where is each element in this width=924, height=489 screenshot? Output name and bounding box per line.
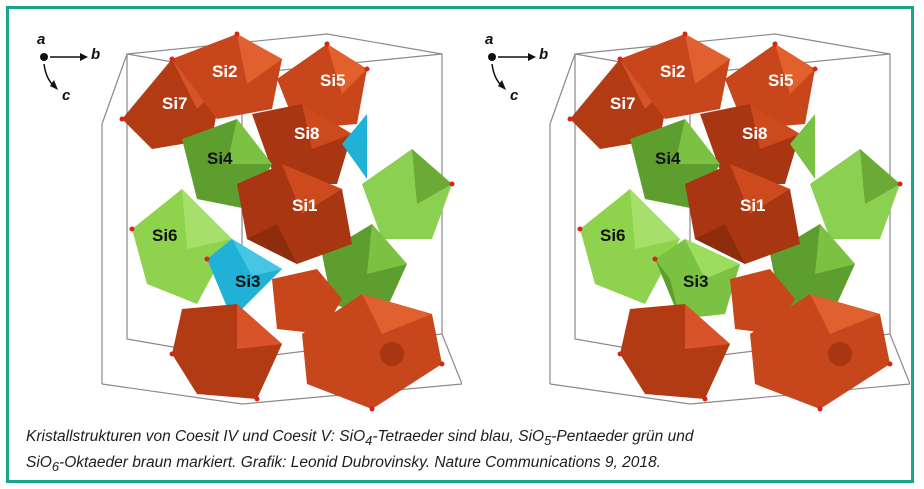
label-si8: Si8 xyxy=(742,124,768,143)
vertex-dots xyxy=(119,31,455,412)
label-si8: Si8 xyxy=(294,124,320,143)
coesite-v-structure: a b c Si7 Si2 Si5 Si8 Si4 Si1 Si6 Si3 xyxy=(470,14,911,424)
octahedron-lower-left xyxy=(172,304,282,399)
label-si2: Si2 xyxy=(212,62,238,81)
pentahedron-upper-sliver xyxy=(790,114,815,179)
axis-c-label: c xyxy=(62,87,71,104)
pentahedron-right-lower xyxy=(322,224,407,319)
label-si3: Si3 xyxy=(683,272,709,291)
axis-a-label: a xyxy=(37,31,45,48)
caption-text: SiO xyxy=(26,454,52,472)
octahedron-si1 xyxy=(237,164,352,264)
caption-text: Kristallstrukturen von Coesit IV und Coe… xyxy=(26,428,366,445)
pentahedron-right-upper xyxy=(362,149,452,239)
octahedron-si8 xyxy=(252,104,352,184)
octahedron-si2 xyxy=(172,34,282,119)
caption-subscript: 5 xyxy=(544,433,552,449)
pentahedron-right-upper xyxy=(810,149,900,239)
octahedron-lower-left xyxy=(620,304,730,399)
tetrahedron-si3 xyxy=(207,239,282,319)
unit-cell xyxy=(101,33,463,405)
label-si5: Si5 xyxy=(768,71,794,90)
label-si5: Si5 xyxy=(320,71,346,90)
octahedron-si2 xyxy=(620,34,730,119)
caption-subscript: 4 xyxy=(365,433,373,449)
caption-line-1: Kristallstrukturen von Coesit IV und Coe… xyxy=(26,426,906,452)
caption-subscript: 6 xyxy=(51,459,60,475)
figure-caption: Kristallstrukturen von Coesit IV und Coe… xyxy=(26,426,906,478)
axis-b-label: b xyxy=(91,46,100,63)
caption-text: -Tetraeder sind blau, SiO xyxy=(372,428,545,445)
label-si7: Si7 xyxy=(162,94,188,113)
label-si4: Si4 xyxy=(655,149,681,168)
octahedron-si1 xyxy=(685,164,800,264)
octahedron-lower-right xyxy=(750,294,890,409)
label-si1: Si1 xyxy=(292,196,318,215)
label-si7: Si7 xyxy=(610,94,636,113)
octahedron-si8 xyxy=(700,104,800,184)
label-si4: Si4 xyxy=(207,149,233,168)
coesite-iv-structure: a b c Si7 Si2 Si5 Si8 Si4 Si1 Si6 Si3 xyxy=(22,14,463,424)
axis-a-dot xyxy=(40,53,48,61)
caption-line-2: SiO6-Oktaeder braun markiert. Grafik: Le… xyxy=(26,452,906,478)
label-si6: Si6 xyxy=(152,226,178,245)
octahedron-lower-center xyxy=(272,269,342,334)
pentahedron-si3 xyxy=(655,239,740,319)
label-si6: Si6 xyxy=(600,226,626,245)
axis-c-label: c xyxy=(510,87,519,104)
caption-text: -Pentaeder grün und xyxy=(551,428,694,445)
caption-text: -Oktaeder braun markiert. Grafik: Leonid… xyxy=(59,454,661,472)
label-si1: Si1 xyxy=(740,196,766,215)
axis-indicator: a b c xyxy=(37,31,100,104)
octahedron-lower-right xyxy=(302,294,442,409)
pentahedron-si6 xyxy=(580,189,680,304)
coesite-v-svg: a b c Si7 Si2 Si5 Si8 Si4 Si1 Si6 Si3 xyxy=(485,31,911,412)
axis-a-label: a xyxy=(485,31,493,48)
label-si2: Si2 xyxy=(660,62,686,81)
axis-a-dot xyxy=(488,53,496,61)
tetrahedron-upper xyxy=(342,114,367,179)
axis-b-label: b xyxy=(539,46,548,63)
label-si3: Si3 xyxy=(235,272,261,291)
pentahedron-si6 xyxy=(132,189,232,304)
vertex-dots xyxy=(567,31,903,412)
axis-indicator: a b c xyxy=(485,31,548,104)
coesite-iv-svg: a b c Si7 Si2 Si5 Si8 Si4 Si1 Si6 Si3 xyxy=(37,31,463,412)
